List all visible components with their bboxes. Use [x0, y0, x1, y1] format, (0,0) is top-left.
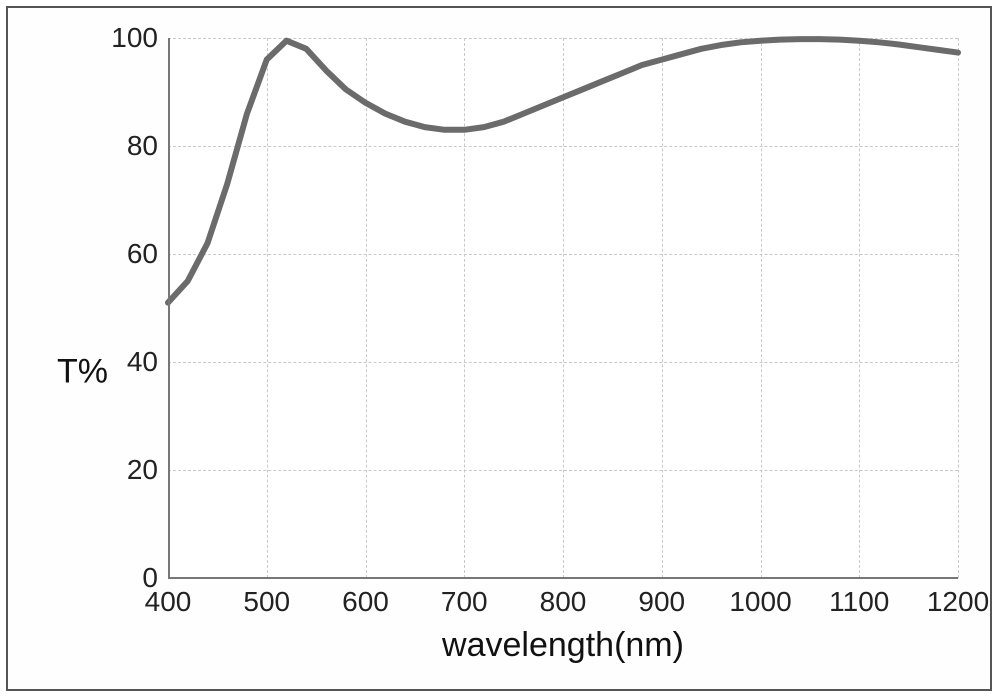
- x-axis-title: wavelength(nm): [442, 626, 684, 665]
- y-axis-title: T%: [57, 353, 108, 392]
- x-tick-label: 500: [243, 586, 290, 618]
- y-axis-line: [168, 38, 170, 578]
- x-tick-label: 700: [441, 586, 488, 618]
- x-tick-label: 1200: [927, 586, 989, 618]
- x-tick-label: 600: [342, 586, 389, 618]
- line-series-svg: [168, 38, 958, 578]
- figure-frame: 400500600700800900100011001200 020406080…: [6, 6, 992, 691]
- series-line-transmittance: [168, 39, 958, 303]
- gridline-vertical: [958, 38, 960, 578]
- x-tick-label: 1100: [829, 586, 889, 618]
- y-tick-label: 80: [127, 130, 158, 162]
- y-tick-label: 0: [142, 562, 158, 594]
- plot-area: [168, 38, 958, 578]
- x-axis-line: [168, 577, 958, 579]
- y-tick-label: 40: [127, 346, 158, 378]
- x-tick-label: 1000: [729, 586, 791, 618]
- y-tick-label: 60: [127, 238, 158, 270]
- chart-container: 400500600700800900100011001200 020406080…: [8, 8, 990, 689]
- x-tick-label: 800: [540, 586, 587, 618]
- y-tick-label: 100: [111, 22, 158, 54]
- y-tick-label: 20: [127, 454, 158, 486]
- x-tick-label: 900: [638, 586, 685, 618]
